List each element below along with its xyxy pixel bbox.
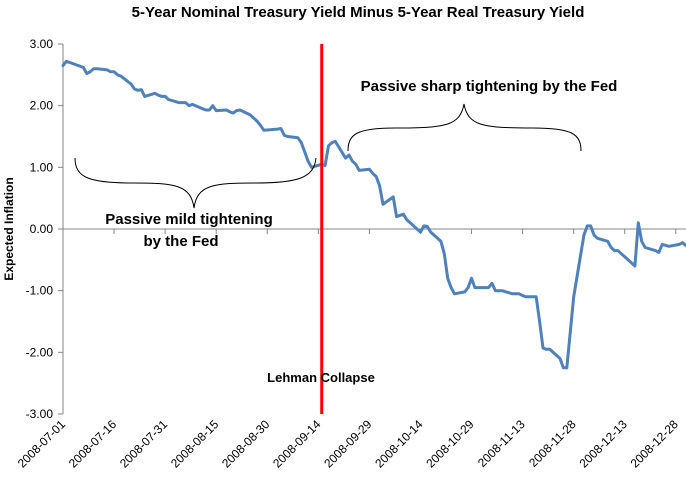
series-line	[61, 59, 686, 370]
x-tick-label: 2008-12-13	[577, 417, 631, 471]
mild-tightening-brace	[74, 157, 317, 209]
x-tick-label: 2008-09-29	[321, 417, 375, 471]
lehman-label: Lehman Collapse	[267, 370, 375, 385]
y-tick-label: -3.00	[26, 407, 54, 421]
x-tick-label: 2008-08-15	[168, 417, 222, 471]
y-tick-label: 3.00	[30, 37, 54, 51]
mild-tightening-label-line2: by the Fed	[143, 233, 218, 250]
mild-tightening-label-line1: Passive mild tightening	[105, 211, 273, 228]
x-tick-label: 2008-11-13	[475, 417, 528, 470]
y-tick-label: 2.00	[30, 99, 54, 113]
x-tick-label: 2008-10-14	[372, 417, 426, 471]
x-tick-label: 2008-08-30	[219, 417, 273, 471]
y-axis-ticks: 3.00 2.00 1.00 0.00 -1.00 -2.00 -3.00	[26, 37, 63, 421]
x-tick-label: 2008-10-29	[423, 417, 477, 471]
sharp-tightening-label: Passive sharp tightening by the Fed	[361, 78, 618, 95]
y-tick-label: -1.00	[26, 284, 54, 298]
chart-title: 5-Year Nominal Treasury Yield Minus 5-Ye…	[132, 4, 585, 21]
x-tick-label: 2008-12-28	[628, 417, 682, 471]
x-axis-ticks: 2008-07-012008-07-162008-07-312008-08-15…	[15, 229, 681, 471]
y-axis-label: Expected Inflation	[2, 177, 16, 280]
x-tick-label: 2008-11-28	[526, 417, 579, 470]
y-tick-label: 1.00	[30, 160, 54, 174]
x-tick-label: 2008-07-01	[15, 417, 69, 471]
x-tick-label: 2008-09-14	[270, 417, 324, 471]
sharp-tightening-brace	[347, 103, 582, 152]
x-tick-label: 2008-07-16	[66, 417, 120, 471]
x-tick-label: 2008-07-31	[117, 417, 171, 471]
y-tick-label: 0.00	[30, 222, 54, 236]
y-tick-label: -2.00	[26, 345, 54, 359]
